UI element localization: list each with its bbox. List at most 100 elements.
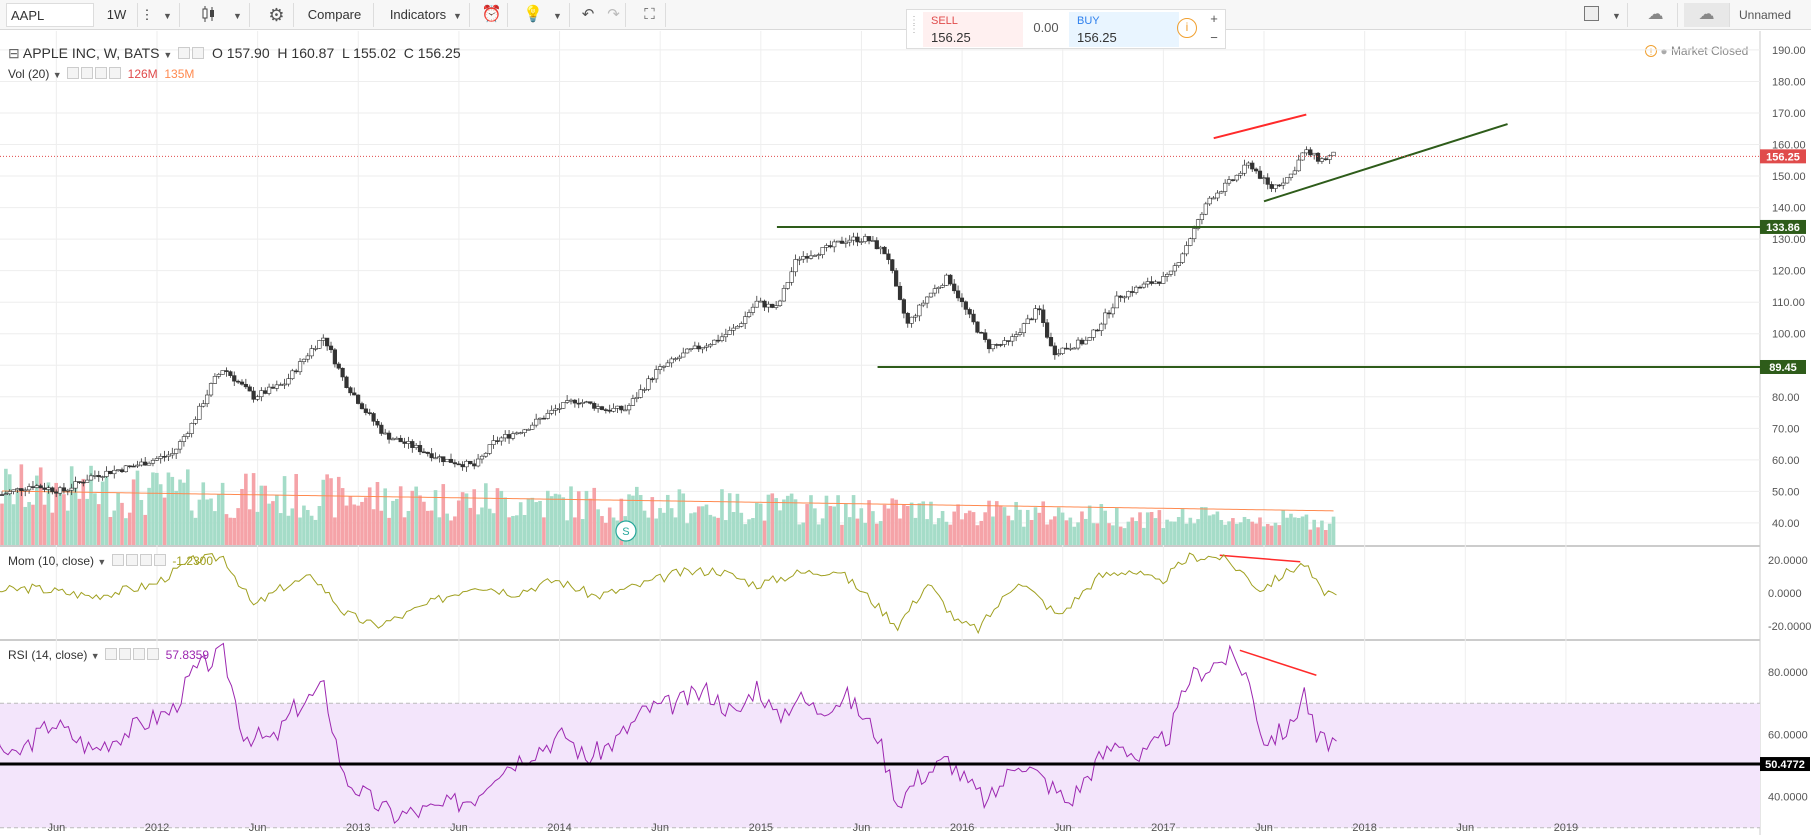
more-vertical-icon[interactable]: ⋮ <box>140 7 154 22</box>
candle-body <box>158 456 163 459</box>
volume-bar <box>433 490 438 545</box>
volume-bar <box>162 497 167 545</box>
chart-type-dropdown[interactable]: ▼ <box>226 3 250 27</box>
candle-body <box>162 456 167 458</box>
drag-handle-icon[interactable]: ⋮ ⋮ <box>909 15 919 35</box>
collapse-icon[interactable]: ⊟ <box>8 45 20 61</box>
visibility-icon[interactable] <box>104 648 117 660</box>
candle-body <box>1327 155 1332 160</box>
sell-button[interactable]: SELL 156.25 <box>923 12 1023 47</box>
plus-button[interactable]: + <box>1210 11 1218 26</box>
minus-button[interactable]: − <box>1210 30 1218 45</box>
info-icon[interactable]: i <box>1177 18 1197 38</box>
volume-bar <box>832 506 837 545</box>
indicators-dropdown[interactable]: ▼ <box>446 3 470 27</box>
candle-body <box>762 300 767 308</box>
candle-body <box>193 419 198 424</box>
candle-body <box>278 384 283 387</box>
settings-icon[interactable] <box>118 648 131 660</box>
candle-body <box>1106 312 1112 315</box>
settings-icon[interactable] <box>80 67 93 79</box>
volume-bar <box>209 498 213 545</box>
layout-icon[interactable] <box>1576 3 1606 27</box>
close-icon[interactable] <box>146 648 159 660</box>
volume-bar <box>336 476 341 545</box>
momentum-line <box>0 552 1337 635</box>
chevron-down-icon: ▼ <box>553 11 562 21</box>
candle-body <box>696 345 701 350</box>
add-icon[interactable] <box>94 67 107 79</box>
chevron-down-icon[interactable]: ▼ <box>52 70 62 80</box>
candle-body <box>971 313 976 323</box>
settings-icon[interactable] <box>125 554 138 566</box>
candles-icon[interactable] <box>194 3 224 27</box>
candle-body <box>1048 337 1054 347</box>
candle-body <box>1176 262 1181 266</box>
add-icon[interactable] <box>139 554 152 566</box>
gear-icon[interactable]: ⚙ <box>260 3 294 27</box>
volume-bar <box>1060 512 1065 545</box>
cloud-upload-icon[interactable]: ☁ <box>1684 3 1730 27</box>
momentum-legend: Mom (10, close) ▼ -1.2300 <box>8 554 213 568</box>
volume-bar <box>418 495 422 545</box>
volume-bar <box>526 498 531 545</box>
settings-icon[interactable] <box>192 47 205 59</box>
alert-clock-icon[interactable]: ⏰ <box>476 3 508 27</box>
chart-canvas[interactable]: S 190.00 180.00 170.00 160.00 150.00 140.00 13… <box>0 31 1811 835</box>
redo-icon[interactable]: ↷ <box>602 3 626 27</box>
candle-body <box>77 481 82 483</box>
price-tick-label: 120.00 <box>1772 266 1806 278</box>
candle-body <box>623 409 628 412</box>
undo-icon[interactable]: ↶ <box>581 6 595 23</box>
drawings[interactable]: S <box>0 113 1760 676</box>
volume-bar <box>665 494 670 545</box>
candle-body <box>1269 184 1274 189</box>
lightbulb-icon[interactable]: 💡 <box>523 6 543 23</box>
visibility-icon[interactable] <box>111 554 124 566</box>
candle-body <box>537 417 543 420</box>
interval-dropdown[interactable]: ▼ <box>156 3 180 27</box>
chevron-down-icon[interactable]: ▼ <box>97 557 107 567</box>
layout-name[interactable]: Unnamed <box>1738 8 1792 22</box>
layout-dropdown[interactable]: ▼ <box>1606 3 1628 27</box>
candle-body <box>170 453 175 456</box>
add-icon[interactable] <box>132 648 145 660</box>
volume-bar <box>1184 523 1189 545</box>
volume-bar <box>112 510 117 545</box>
momentum-tick-label: 20.0000 <box>1768 555 1808 567</box>
candle-body <box>986 339 992 350</box>
visibility-icon[interactable] <box>66 67 79 79</box>
candle-body <box>1114 295 1119 309</box>
candle-body <box>700 347 705 350</box>
chevron-down-icon[interactable]: ▼ <box>90 651 100 661</box>
symbol-search-input[interactable]: AAPL <box>6 3 94 27</box>
candle-body <box>197 405 202 420</box>
fullscreen-icon[interactable]: ⛶ <box>634 3 666 27</box>
candle-body <box>526 429 531 431</box>
close-icon[interactable] <box>108 67 121 79</box>
volume-bar <box>302 505 306 545</box>
visibility-icon[interactable] <box>178 47 191 59</box>
ideas-dropdown[interactable]: ▼ <box>546 3 570 27</box>
interval-button[interactable]: 1W <box>96 3 138 27</box>
candle-body <box>344 376 349 388</box>
candle-body <box>468 460 473 465</box>
candle-body <box>1079 339 1085 345</box>
buy-button[interactable]: BUY 156.25 <box>1069 12 1179 47</box>
volume-bar <box>290 508 295 545</box>
candle-body <box>925 296 930 304</box>
volume-bar <box>42 504 47 545</box>
compare-button[interactable]: Compare <box>296 3 374 27</box>
volume-bar <box>344 505 349 545</box>
chevron-down-icon[interactable]: ▼ <box>163 50 173 60</box>
candle-body <box>928 292 934 298</box>
candle-body <box>243 383 248 388</box>
main-legend: ⊟ APPLE INC, W, BATS ▼ O 157.90 H 160.87… <box>8 45 461 62</box>
candle-body <box>85 479 90 483</box>
candle-body <box>1068 347 1073 350</box>
indicators-button[interactable]: Indicators <box>389 7 447 22</box>
close-icon[interactable] <box>153 554 166 566</box>
volume-bar <box>611 517 616 545</box>
volume-bar <box>1234 523 1239 545</box>
cloud-download-icon[interactable]: ☁ <box>1634 3 1678 27</box>
